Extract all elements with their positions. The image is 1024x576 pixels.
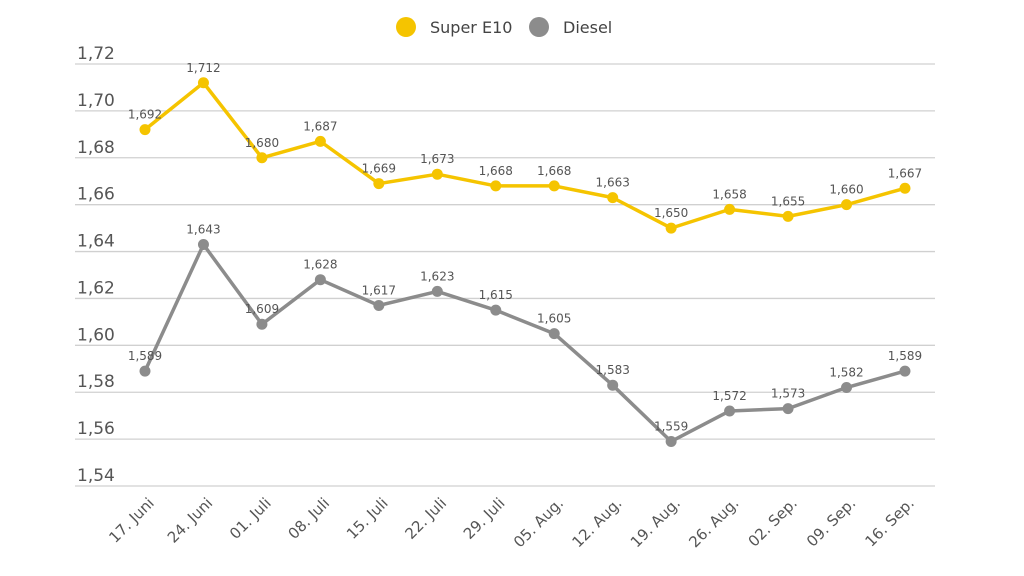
x-tick-label: 05. Aug. <box>510 494 567 551</box>
data-label: 1,582 <box>829 366 863 380</box>
data-point <box>724 203 736 215</box>
data-label: 1,687 <box>303 119 337 133</box>
x-tick-label: 19. Aug. <box>627 494 684 551</box>
data-label: 1,692 <box>128 108 162 122</box>
data-label: 1,589 <box>128 349 162 363</box>
y-tick-label: 1,64 <box>77 232 115 252</box>
data-point <box>607 379 619 391</box>
x-tick-label: 09. Sep. <box>803 494 859 550</box>
data-point <box>373 299 385 311</box>
data-point <box>724 405 736 417</box>
data-label: 1,669 <box>362 162 396 176</box>
data-label: 1,680 <box>245 136 279 150</box>
data-point <box>782 210 794 222</box>
data-label: 1,668 <box>479 164 513 178</box>
data-label: 1,583 <box>596 363 630 377</box>
data-label: 1,667 <box>888 166 922 180</box>
y-tick-label: 1,60 <box>77 325 115 345</box>
legend-marker <box>529 17 549 37</box>
legend-marker <box>396 17 416 37</box>
y-tick-label: 1,62 <box>77 278 115 298</box>
data-point <box>314 274 326 286</box>
data-label: 1,628 <box>303 258 337 272</box>
data-label: 1,623 <box>420 269 454 283</box>
data-label: 1,712 <box>186 61 220 75</box>
data-label: 1,668 <box>537 164 571 178</box>
data-point <box>607 192 619 204</box>
data-label: 1,658 <box>712 187 746 201</box>
data-point <box>490 304 502 316</box>
data-point <box>782 403 794 415</box>
data-label: 1,660 <box>829 183 863 197</box>
data-label: 1,673 <box>420 152 454 166</box>
data-point <box>431 285 443 297</box>
y-tick-label: 1,56 <box>77 419 115 439</box>
data-point <box>899 182 911 194</box>
y-tick-label: 1,72 <box>77 44 115 64</box>
y-tick-label: 1,66 <box>77 185 115 205</box>
data-label: 1,605 <box>537 312 571 326</box>
data-point <box>256 318 268 330</box>
data-point <box>139 124 151 136</box>
x-tick-label: 29. Juli <box>460 494 509 543</box>
data-point <box>841 199 853 211</box>
legend-label: Super E10 <box>430 18 512 37</box>
y-tick-label: 1,68 <box>77 138 115 158</box>
x-tick-label: 24. Juni <box>164 494 216 546</box>
y-tick-label: 1,70 <box>77 91 115 111</box>
data-point <box>665 222 677 234</box>
y-tick-label: 1,54 <box>77 466 115 486</box>
data-label: 1,559 <box>654 419 688 433</box>
data-point <box>139 365 151 377</box>
data-label: 1,573 <box>771 387 805 401</box>
data-point <box>899 365 911 377</box>
data-point <box>314 135 326 147</box>
x-tick-label: 17. Juni <box>105 494 157 546</box>
data-point <box>197 77 209 89</box>
series-line-super-e10 <box>143 81 906 230</box>
data-label: 1,655 <box>771 194 805 208</box>
x-tick-label: 01. Juli <box>226 494 275 543</box>
data-point <box>197 239 209 251</box>
data-label: 1,643 <box>186 223 220 237</box>
x-tick-label: 02. Sep. <box>745 494 801 550</box>
x-tick-label: 08. Juli <box>284 494 333 543</box>
data-label: 1,615 <box>479 288 513 302</box>
data-point <box>665 435 677 447</box>
data-label: 1,617 <box>362 283 396 297</box>
series-line-diesel <box>143 242 906 444</box>
data-label: 1,663 <box>596 176 630 190</box>
x-tick-label: 16. Sep. <box>861 494 917 550</box>
legend-label: Diesel <box>563 18 612 37</box>
data-point <box>548 328 560 340</box>
x-tick-label: 15. Juli <box>343 494 392 543</box>
data-label: 1,589 <box>888 349 922 363</box>
data-label: 1,572 <box>712 389 746 403</box>
y-tick-label: 1,58 <box>77 372 115 392</box>
data-point <box>490 180 502 192</box>
data-point <box>373 178 385 190</box>
data-point <box>431 168 443 180</box>
data-point <box>841 382 853 394</box>
x-tick-label: 12. Aug. <box>568 494 625 551</box>
data-point <box>548 180 560 192</box>
data-point <box>256 152 268 164</box>
data-label: 1,609 <box>245 302 279 316</box>
x-tick-label: 26. Aug. <box>685 494 742 551</box>
data-label: 1,650 <box>654 206 688 220</box>
x-tick-label: 22. Juli <box>401 494 450 543</box>
